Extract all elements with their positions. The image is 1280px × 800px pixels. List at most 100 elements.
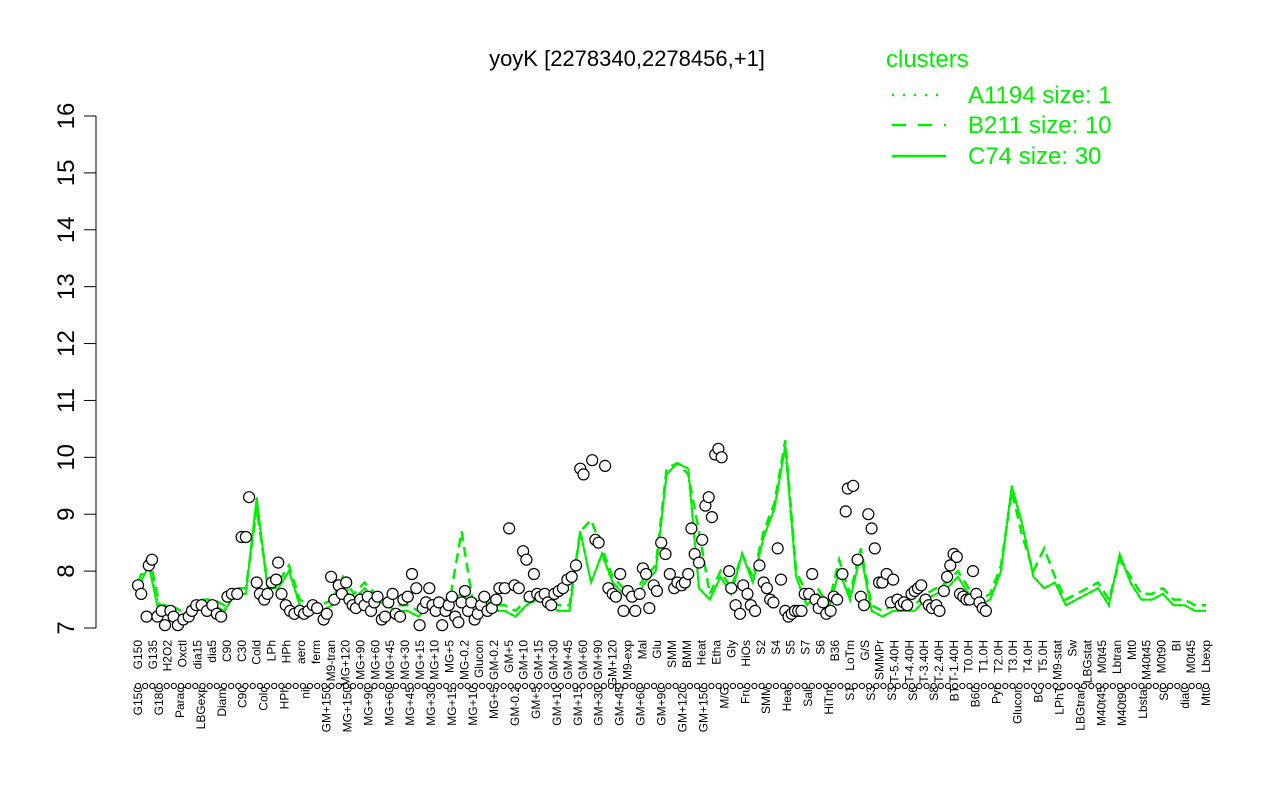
- x-tick-label-upper: MG+30: [398, 640, 412, 680]
- x-tick-label-upper: T-3.40H: [917, 640, 931, 683]
- rug-mark: [837, 682, 844, 690]
- x-tick-label-upper: S5: [784, 640, 798, 655]
- rug-mark: [679, 682, 686, 690]
- rug-mark: [493, 682, 500, 690]
- rug-mark: [435, 682, 443, 690]
- data-point: [862, 508, 875, 521]
- data-point: [944, 559, 957, 572]
- x-tick-label-upper: Oxctl: [176, 640, 190, 667]
- x-tick-label-upper: Cold: [250, 640, 264, 665]
- rug-mark: [593, 682, 600, 690]
- rug-mark: [206, 682, 213, 690]
- data-point: [503, 522, 516, 535]
- data-point: [275, 587, 288, 601]
- legend: clusters A1194 size: 1 B211 size: 10 C74…: [886, 46, 1112, 170]
- rug-mark: [772, 682, 780, 690]
- x-tick-label-lower: Pyr: [990, 686, 1004, 704]
- x-tick-label-lower: GM+10: [550, 686, 564, 726]
- x-tick-label-upper: LoTm: [843, 640, 857, 671]
- x-tick-label-upper: M0t45: [1184, 640, 1198, 674]
- x-tick-label-lower: S3: [885, 686, 899, 701]
- rug-mark: [873, 682, 880, 690]
- rug-mark: [228, 682, 235, 690]
- data-point: [933, 604, 946, 618]
- rug-mark: [464, 682, 471, 690]
- x-tick-label-upper: SMMPr: [873, 640, 887, 680]
- rug-mark: [651, 682, 658, 690]
- rug-mark: [522, 682, 529, 690]
- x-tick-label-upper: S7: [799, 640, 813, 655]
- x-tick-label-upper: T-1.40H: [947, 640, 961, 683]
- x-tick-label-upper: G150: [131, 640, 145, 670]
- x-tick-label-upper: Mal: [635, 640, 649, 659]
- data-point: [371, 590, 384, 603]
- x-tick-label-upper: Heat: [695, 639, 709, 665]
- rug-mark: [909, 682, 916, 690]
- x-tick-label-lower: MG+60: [382, 686, 396, 726]
- x-tick-label-lower: MG+45: [403, 686, 417, 726]
- rug-mark: [1116, 682, 1124, 690]
- data-point: [410, 582, 423, 595]
- x-tick-label-lower: SMM: [759, 686, 773, 714]
- data-point: [723, 564, 736, 578]
- y-tick-label: 9: [53, 508, 80, 521]
- rug-mark: [385, 682, 392, 690]
- rug-mark: [600, 682, 608, 690]
- x-tick-label-lower: S8: [927, 686, 941, 701]
- rug-mark: [220, 682, 228, 690]
- x-tick-label-upper: SMM: [665, 640, 679, 668]
- rug-mark: [665, 682, 672, 690]
- x-tick-label-lower: BC: [1032, 686, 1046, 703]
- y-tick-label: 12: [53, 330, 80, 357]
- rug-mark: [1188, 682, 1195, 690]
- rug-mark: [170, 682, 177, 690]
- x-tick-label-lower: S0: [1157, 686, 1171, 701]
- data-point: [478, 590, 491, 603]
- rug-mark: [930, 682, 937, 690]
- rug-mark: [565, 682, 572, 690]
- x-tick-label-upper: Etha: [710, 640, 724, 665]
- legend-entry-a1194: A1194 size: 1: [968, 82, 1112, 109]
- x-tick-label-upper: BMM: [680, 640, 694, 668]
- x-tick-label-upper: S2: [754, 640, 768, 655]
- data-point: [520, 553, 533, 566]
- rug-mark: [808, 682, 815, 690]
- rug-mark: [780, 682, 787, 690]
- rug-mark: [851, 682, 858, 690]
- rug-mark: [1016, 682, 1023, 690]
- x-tick-label-upper: T3.0H: [1006, 640, 1020, 673]
- rug-mark: [306, 682, 314, 690]
- x-tick-label-lower: MG+30: [424, 686, 438, 726]
- rug-mark: [1059, 682, 1066, 690]
- data-point: [915, 579, 928, 592]
- x-tick-label-upper: Lbexp: [1199, 640, 1213, 673]
- y-tick-label: 13: [53, 273, 80, 300]
- x-tick-label-lower: MG+150: [340, 686, 354, 733]
- y-tick-label: 15: [53, 160, 80, 187]
- x-tick-label-lower: GM+150: [320, 686, 334, 733]
- data-point: [771, 542, 784, 555]
- data-point: [586, 454, 599, 467]
- x-tick-label-upper: S4: [769, 640, 783, 655]
- data-point: [696, 533, 709, 546]
- rug-mark: [866, 682, 873, 690]
- rug-mark: [321, 682, 328, 690]
- data-point: [135, 587, 148, 601]
- data-point: [705, 510, 719, 524]
- x-tick-label-lower: M/G: [717, 686, 731, 709]
- data-point: [545, 599, 558, 612]
- rug-mark: [1045, 682, 1052, 690]
- data-point: [592, 536, 605, 549]
- data-point: [405, 567, 419, 581]
- rug-mark: [959, 682, 966, 690]
- rug-mark: [980, 682, 987, 690]
- data-point: [565, 570, 578, 583]
- x-tick-label-lower: Cold: [257, 686, 271, 711]
- x-tick-label-upper: H2O2: [161, 640, 175, 672]
- data-point: [741, 587, 754, 601]
- rug-mark: [973, 682, 980, 690]
- data-point: [702, 491, 715, 504]
- data-point: [760, 582, 774, 595]
- rug-mark: [486, 682, 493, 690]
- y-tick-label: 10: [53, 444, 80, 471]
